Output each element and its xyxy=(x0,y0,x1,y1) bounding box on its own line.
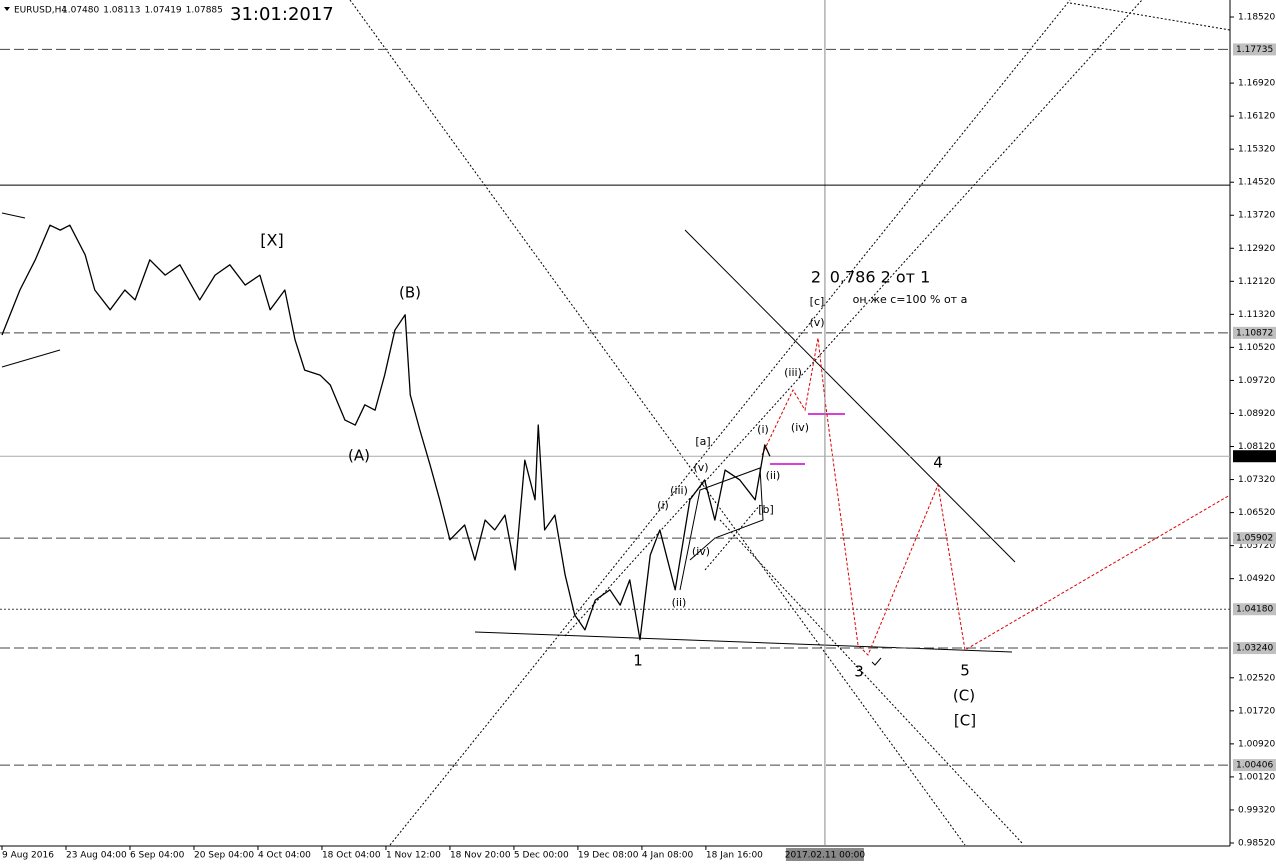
drawings xyxy=(1,0,1231,846)
channel-line xyxy=(389,0,1071,846)
ohlc-value: 1.07419 xyxy=(144,6,181,16)
ohlc-value: 1.07885 xyxy=(186,6,223,16)
wave-label: [b] xyxy=(758,503,774,516)
level-label-box xyxy=(1233,450,1276,463)
wave-label: (iii) xyxy=(670,484,688,497)
y-tick-label: 1.16920 xyxy=(1238,79,1275,89)
wave-label: (i) xyxy=(657,499,669,512)
crosshair-label: 2017.02.11 00:00 xyxy=(785,851,866,861)
wave-label: [c] xyxy=(810,295,825,308)
level-label-box xyxy=(1233,532,1276,545)
y-tick-label: 1.10520 xyxy=(1238,343,1275,353)
x-tick-label: 9 Aug 2016 xyxy=(2,851,54,861)
wave-label: 1 xyxy=(633,652,643,670)
trend-line xyxy=(684,229,1016,563)
level-label: 1.00406 xyxy=(1236,761,1273,771)
ohlc-value: 1.07480 xyxy=(62,6,99,16)
level-label: 1.17735 xyxy=(1236,45,1273,55)
channel-line xyxy=(1069,2,1231,31)
y-tick-label: 1.04920 xyxy=(1238,574,1275,584)
level-label: 1.07885 xyxy=(1236,452,1273,462)
wave-label: [C] xyxy=(954,712,976,730)
channel-line xyxy=(564,0,1143,637)
level-label: 1.03240 xyxy=(1236,644,1273,654)
y-tick-label: 1.07320 xyxy=(1238,475,1275,485)
y-tick-label: 1.00920 xyxy=(1238,739,1275,749)
wave-label: (v) xyxy=(809,316,824,329)
y-tick-label: 0.99320 xyxy=(1238,805,1275,815)
trend-line xyxy=(474,631,1013,653)
wave-label: [a] xyxy=(695,435,710,448)
y-tick-label: 1.13720 xyxy=(1238,211,1275,221)
y-tick-label: 1.08920 xyxy=(1238,409,1275,419)
wave-label: 3 xyxy=(854,663,864,681)
wave-label: (B) xyxy=(399,284,421,302)
x-tick-label: 4 Jan 08:00 xyxy=(642,851,694,861)
trend-line xyxy=(1,349,61,368)
x-tick-label: 5 Dec 00:00 xyxy=(514,851,569,861)
y-tick-label: 1.18520 xyxy=(1238,13,1275,23)
x-tick-label: 18 Nov 20:00 xyxy=(450,851,511,861)
wave-label: [X] xyxy=(260,231,283,250)
channel-line xyxy=(719,519,1023,844)
y-tick-label: 1.01720 xyxy=(1238,706,1275,716)
y-tick-label: 1.00120 xyxy=(1238,772,1275,782)
triangle-lines xyxy=(679,467,764,591)
wave-label: 5 xyxy=(960,662,970,680)
y-tick-label: 0.98520 xyxy=(1238,838,1275,848)
ohlc-value: 1.08113 xyxy=(103,6,140,16)
y-tick-label: 1.14520 xyxy=(1238,178,1275,188)
x-tick-label: 19 Dec 08:00 xyxy=(578,851,639,861)
wave-label: (A) xyxy=(348,447,370,465)
wave-label: (i) xyxy=(757,423,769,436)
level-label-box xyxy=(1233,326,1276,339)
crosshair-label-box xyxy=(785,848,864,861)
x-tick-label: 18 Jan 16:00 xyxy=(706,851,763,861)
y-tick-label: 1.05720 xyxy=(1238,541,1275,551)
y-tick-label: 1.09720 xyxy=(1238,376,1275,386)
y-tick-label: 1.08120 xyxy=(1238,442,1275,452)
wave-label: (C) xyxy=(953,687,975,705)
level-label-box xyxy=(1233,603,1276,616)
level-label-box xyxy=(1233,642,1276,655)
level-label: 1.04180 xyxy=(1236,605,1273,615)
y-tick-label: 1.12120 xyxy=(1238,277,1275,287)
menu-arrow xyxy=(4,7,10,11)
x-tick-label: 4 Oct 04:00 xyxy=(258,851,311,861)
wave-label: 2 xyxy=(811,268,821,287)
wave-label: (v) xyxy=(693,461,708,474)
wave-label: (ii) xyxy=(766,469,781,482)
wave-label: (iii) xyxy=(784,366,802,379)
wave-label: 4 xyxy=(933,454,943,472)
level-label: 1.05902 xyxy=(1236,534,1273,544)
date-stamp: 31:01:2017 xyxy=(230,4,334,25)
y-tick-label: 1.06520 xyxy=(1238,508,1275,518)
y-tick-label: 1.02520 xyxy=(1238,673,1275,683)
symbol-title: EURUSD,H4 xyxy=(14,6,67,16)
level-label-box xyxy=(1233,759,1276,772)
wave-label: (ii) xyxy=(672,596,687,609)
check-mark xyxy=(871,657,882,666)
y-tick-label: 1.16120 xyxy=(1238,112,1275,122)
x-tick-label: 6 Sep 04:00 xyxy=(130,851,185,861)
x-tick-label: 20 Sep 04:00 xyxy=(194,851,254,861)
price-line xyxy=(1,224,771,641)
wave-label: он же с=100 % от а xyxy=(853,293,968,306)
y-tick-label: 1.12920 xyxy=(1238,244,1275,254)
y-tick-label: 1.15320 xyxy=(1238,145,1275,155)
wave-label: 0.786 2 от 1 xyxy=(830,268,931,287)
wave-label: (iv) xyxy=(791,421,809,434)
x-tick-label: 18 Oct 04:00 xyxy=(322,851,381,861)
y-tick-label: 1.11320 xyxy=(1238,310,1275,320)
x-tick-label: 1 Nov 12:00 xyxy=(386,851,441,861)
x-tick-label: 23 Aug 04:00 xyxy=(66,851,127,861)
trend-line xyxy=(1,212,26,219)
wave-label: (iv) xyxy=(692,545,710,558)
level-label: 1.10872 xyxy=(1236,328,1273,338)
level-label-box xyxy=(1233,43,1276,56)
